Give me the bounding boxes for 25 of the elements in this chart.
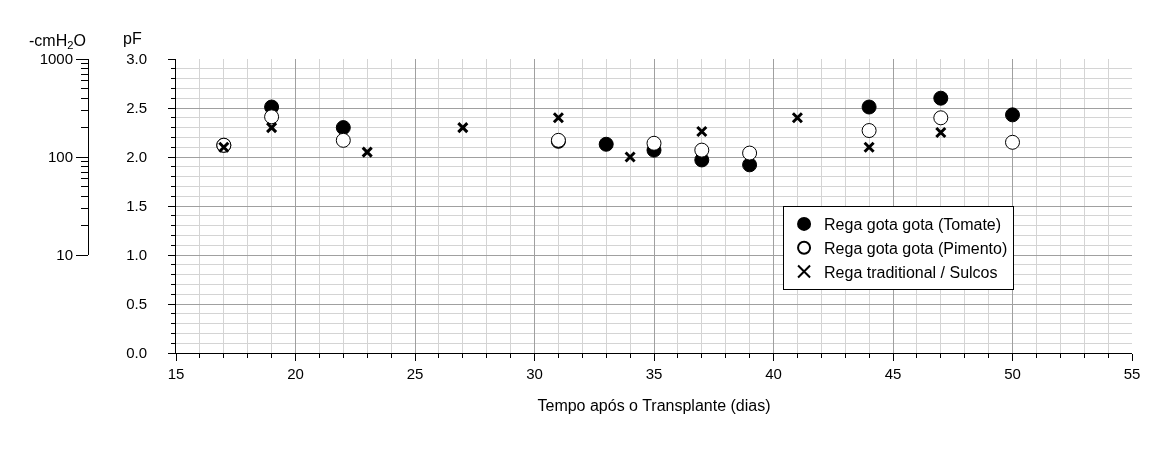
x-tick-label: 15 [167,365,185,382]
x-tick-label: 40 [765,365,782,382]
x-tick-label: 35 [645,365,663,382]
y-tick-label: 2.5 [126,99,147,117]
y-axis-title: pF [123,30,142,47]
x-tick-label: 50 [1004,365,1021,382]
y-tick-label: 0.0 [126,344,147,362]
y2-tick-label: 100 [47,148,73,166]
y-tick-label: 0.5 [126,295,147,313]
x-tick-label: 20 [287,365,304,382]
x-axis-title: Tempo após o Transplante (dias) [537,396,771,414]
y-tick-label: 1.0 [126,246,147,264]
y-tick-label: 1.5 [126,197,147,215]
x-tick-label: 45 [884,365,902,382]
y2-axis-title: -cmH$_{2}$O [29,32,86,52]
y-tick-label: 3.0 [126,50,147,68]
legend-label: Rega gota gota (Pimento) [824,239,1008,257]
y2-tick-label: 1000 [39,50,73,68]
y2-tick-label: 10 [56,246,73,264]
legend-label: Rega traditional / Sulcos [824,263,998,281]
x-tick-label: 30 [526,365,543,382]
x-tick-label: 55 [1123,365,1141,382]
y-tick-label: 2.0 [126,148,147,166]
x-tick-label: 25 [406,365,424,382]
legend-label: Rega gota gota (Tomate) [824,216,1002,234]
